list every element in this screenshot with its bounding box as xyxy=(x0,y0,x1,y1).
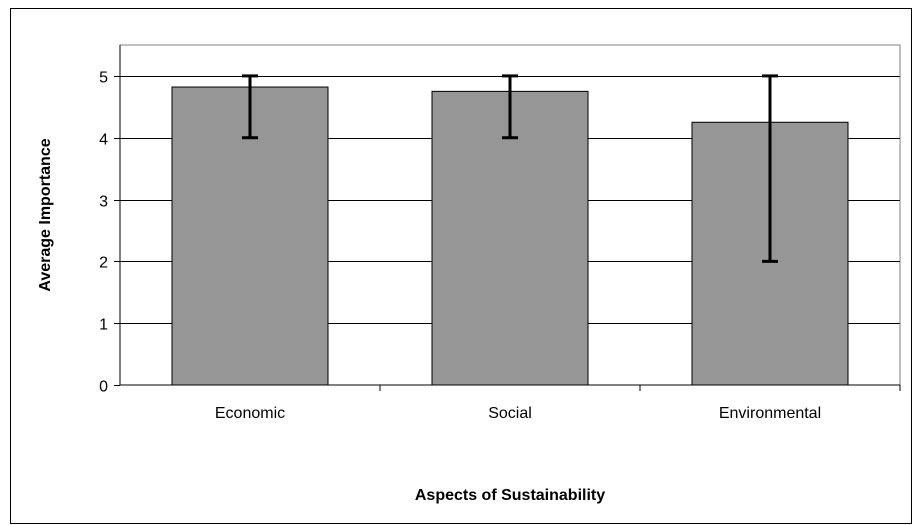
x-tick-label: Environmental xyxy=(719,405,821,422)
x-tick-label: Economic xyxy=(215,405,285,422)
y-tick-label: 5 xyxy=(99,70,108,87)
y-tick-label: 4 xyxy=(99,132,108,149)
error-bar-economic xyxy=(242,74,258,140)
y-tick-label: 2 xyxy=(99,255,108,272)
error-bar-social xyxy=(502,74,518,140)
error-bars xyxy=(242,74,778,263)
y-tick-label: 1 xyxy=(99,317,108,334)
y-tick-label: 3 xyxy=(99,194,108,211)
y-ticks: 0 1 2 3 4 5 xyxy=(99,70,120,396)
x-tick-label: Social xyxy=(488,405,532,422)
y-axis-title: Average Importance xyxy=(37,138,54,291)
error-bar-environmental xyxy=(762,74,778,263)
y-tick-label: 0 xyxy=(99,379,108,396)
x-axis-title: Aspects of Sustainability xyxy=(415,487,605,504)
x-ticks: Economic Social Environmental xyxy=(215,385,901,422)
